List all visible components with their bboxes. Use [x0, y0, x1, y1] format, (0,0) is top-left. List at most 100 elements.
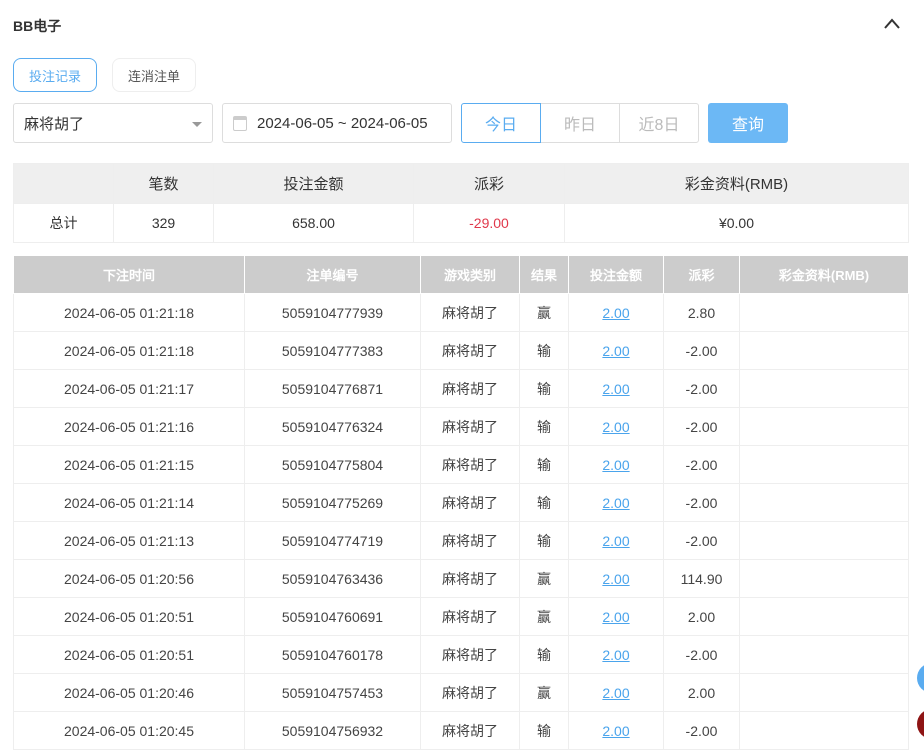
game-type: 麻将胡了 [420, 407, 520, 446]
summary-table: 笔数 投注金额 派彩 彩金资料(RMB) 总计 329 658.00 -29.0… [13, 163, 909, 243]
tab-bet-records[interactable]: 投注记录 [13, 58, 97, 92]
table-row: 2024-06-05 01:21:14 5059104775269 麻将胡了输 2.0… [13, 483, 909, 522]
payout: -2.00 [663, 635, 740, 674]
column-header: 投注金额 [568, 255, 664, 294]
game-type: 麻将胡了 [420, 711, 520, 750]
bet-amount: 2.00 [568, 445, 664, 484]
yesterday-button[interactable]: 昨日 [540, 103, 620, 143]
bet-time: 2024-06-05 01:21:16 [13, 407, 245, 446]
bet-id: 5059104777939 [244, 293, 421, 332]
today-button[interactable]: 今日 [461, 103, 541, 143]
bonus [739, 331, 909, 370]
result: 输 [519, 521, 569, 560]
calendar-icon [233, 116, 247, 131]
bet-amount: 2.00 [568, 559, 664, 598]
result: 赢 [519, 597, 569, 636]
bet-amount: 2.00 [568, 369, 664, 408]
bet-id: 5059104777383 [244, 331, 421, 370]
bet-time: 2024-06-05 01:20:51 [13, 635, 245, 674]
bet-id: 5059104760178 [244, 635, 421, 674]
bet-amount-link[interactable]: 2.00 [602, 684, 630, 701]
table-row: 2024-06-05 01:20:45 5059104756932 麻将胡了输 2.0… [13, 711, 909, 750]
bet-time: 2024-06-05 01:20:46 [13, 673, 245, 712]
bet-amount-link[interactable]: 2.00 [602, 608, 630, 625]
payout: -2.00 [663, 483, 740, 522]
summary-header-bonus: 彩金资料(RMB) [564, 163, 909, 204]
bet-amount-link[interactable]: 2.00 [602, 722, 630, 739]
table-row: 2024-06-05 01:20:51 5059104760691 麻将胡了赢 2.0… [13, 597, 909, 636]
table-row: 2024-06-05 01:20:46 5059104757453 麻将胡了赢 2.0… [13, 673, 909, 712]
tab-cascade-bets[interactable]: 连消注单 [112, 58, 196, 92]
result: 输 [519, 635, 569, 674]
payout: -2.00 [663, 331, 740, 370]
payout: 2.00 [663, 597, 740, 636]
bonus [739, 711, 909, 750]
search-button[interactable]: 查询 [708, 103, 788, 143]
bet-amount: 2.00 [568, 673, 664, 712]
last-8-days-button[interactable]: 近8日 [619, 103, 699, 143]
summary-header-bet: 投注金额 [213, 163, 414, 204]
bet-id: 5059104776871 [244, 369, 421, 408]
summary-bet: 658.00 [213, 203, 414, 243]
bet-amount-link[interactable]: 2.00 [602, 646, 630, 663]
column-header: 彩金资料(RMB) [739, 255, 909, 294]
bet-id: 5059104776324 [244, 407, 421, 446]
result: 输 [519, 711, 569, 750]
result: 赢 [519, 293, 569, 332]
bet-amount: 2.00 [568, 597, 664, 636]
column-header: 结果 [519, 255, 569, 294]
bet-time: 2024-06-05 01:21:14 [13, 483, 245, 522]
bet-time: 2024-06-05 01:21:18 [13, 331, 245, 370]
summary-header-count: 笔数 [113, 163, 214, 204]
bonus [739, 483, 909, 522]
bet-id: 5059104775269 [244, 483, 421, 522]
bonus [739, 293, 909, 332]
bets-table: 下注时间 注单编号 游戏类别 结果 投注金额 派彩 彩金资料(RMB) 2024-06-05… [13, 255, 909, 750]
bet-amount-link[interactable]: 2.00 [602, 532, 630, 549]
summary-payout: -29.00 [413, 203, 565, 243]
floating-button[interactable] [917, 663, 924, 693]
bet-time: 2024-06-05 01:20:45 [13, 711, 245, 750]
bonus [739, 673, 909, 712]
table-row: 2024-06-05 01:21:16 5059104776324 麻将胡了输 2.0… [13, 407, 909, 446]
game-type: 麻将胡了 [420, 559, 520, 598]
bonus [739, 559, 909, 598]
bet-amount: 2.00 [568, 711, 664, 750]
chevron-up-icon[interactable] [882, 14, 902, 34]
bet-amount-link[interactable]: 2.00 [602, 418, 630, 435]
game-type: 麻将胡了 [420, 293, 520, 332]
bet-amount: 2.00 [568, 635, 664, 674]
table-row: 2024-06-05 01:20:56 5059104763436 麻将胡了赢 2.0… [13, 559, 909, 598]
bet-amount-link[interactable]: 2.00 [602, 456, 630, 473]
date-range-value: 2024-06-05 ~ 2024-06-05 [257, 114, 428, 132]
result: 输 [519, 445, 569, 484]
bet-amount-link[interactable]: 2.00 [602, 380, 630, 397]
bet-amount: 2.00 [568, 407, 664, 446]
floating-button[interactable] [917, 709, 924, 739]
game-select[interactable]: 麻将胡了 [13, 103, 213, 143]
payout: -2.00 [663, 407, 740, 446]
summary-header-payout: 派彩 [413, 163, 565, 204]
payout: -2.00 [663, 521, 740, 560]
bonus [739, 407, 909, 446]
game-type: 麻将胡了 [420, 445, 520, 484]
table-row: 2024-06-05 01:21:18 5059104777383 麻将胡了输 2.0… [13, 331, 909, 370]
bet-amount-link[interactable]: 2.00 [602, 494, 630, 511]
game-type: 麻将胡了 [420, 673, 520, 712]
bet-id: 5059104760691 [244, 597, 421, 636]
bet-time: 2024-06-05 01:21:17 [13, 369, 245, 408]
column-header: 派彩 [663, 255, 740, 294]
summary-header [13, 163, 114, 204]
bet-amount: 2.00 [568, 293, 664, 332]
summary-label: 总计 [13, 203, 114, 243]
bet-amount: 2.00 [568, 521, 664, 560]
caret-down-icon [192, 122, 202, 127]
bet-amount-link[interactable]: 2.00 [602, 304, 630, 321]
bet-id: 5059104756932 [244, 711, 421, 750]
column-header: 注单编号 [244, 255, 421, 294]
payout: 2.80 [663, 293, 740, 332]
bet-id: 5059104757453 [244, 673, 421, 712]
bet-amount-link[interactable]: 2.00 [602, 342, 630, 359]
date-range-input[interactable]: 2024-06-05 ~ 2024-06-05 [222, 103, 452, 143]
bet-amount-link[interactable]: 2.00 [602, 570, 630, 587]
